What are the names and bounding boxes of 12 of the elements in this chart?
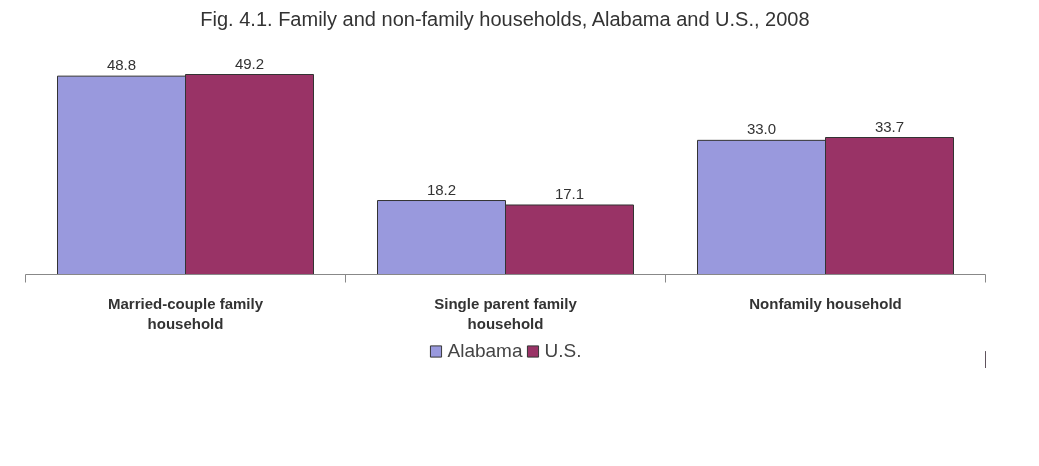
data-label: 33.0 (746, 120, 777, 138)
legend-label: Alabama (447, 340, 523, 362)
x-tick-label: Nonfamily household (749, 294, 902, 312)
chart-title: Fig. 4.1. Family and non-family households, Alabama and U.S., 2008 (200, 7, 810, 30)
data-label: 17.1 (554, 184, 585, 202)
x-tick-label: Single parent family household (434, 294, 578, 332)
data-label: 48.8 (106, 56, 137, 74)
data-label: 49.2 (234, 54, 265, 72)
data-label: 18.2 (426, 180, 457, 198)
legend-label: U.S. (544, 340, 582, 362)
data-label: 33.7 (874, 117, 905, 135)
x-tick-label: Married-couple family household (107, 294, 264, 332)
